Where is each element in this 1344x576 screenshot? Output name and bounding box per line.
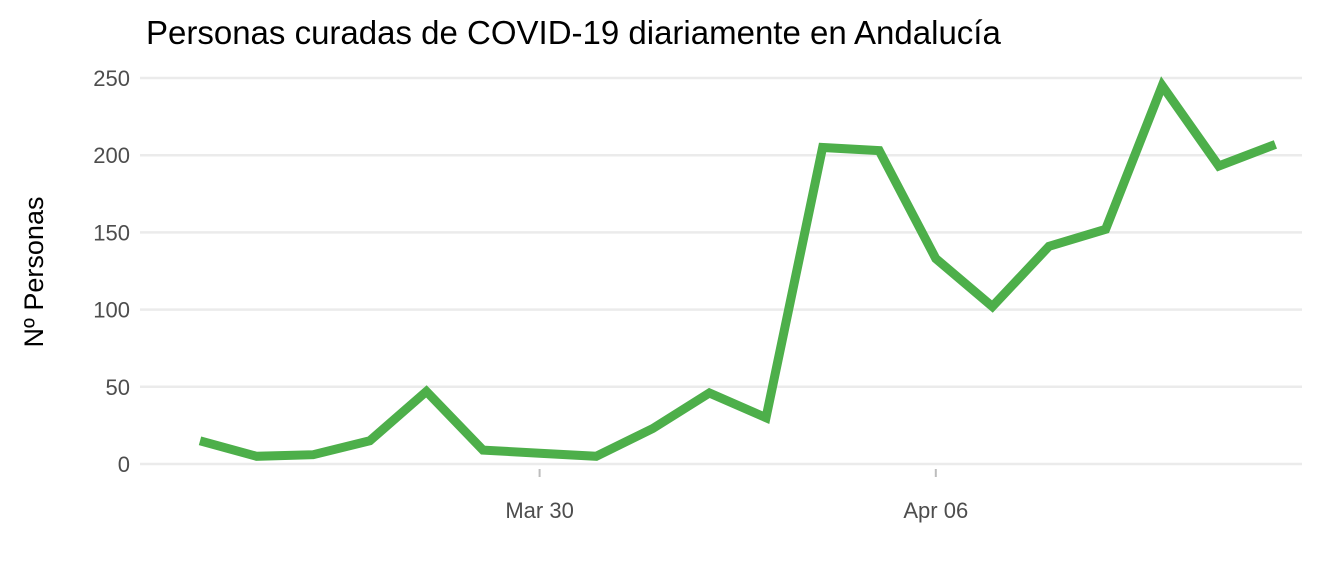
y-tick-label: 250 — [93, 66, 130, 91]
x-axis: Mar 30 Apr 06 — [505, 469, 968, 523]
chart-title: Personas curadas de COVID-19 diariamente… — [146, 14, 1001, 51]
y-axis: 0 50 100 150 200 250 — [93, 66, 130, 477]
y-tick-label: 0 — [118, 452, 130, 477]
series-line — [198, 76, 1278, 461]
y-axis-label: Nº Personas — [19, 197, 49, 348]
y-tick-label: 150 — [93, 220, 130, 245]
x-tick-label: Mar 30 — [505, 498, 573, 523]
series-layer — [198, 76, 1278, 461]
y-tick-label: 100 — [93, 298, 130, 323]
gridlines — [140, 76, 1302, 466]
y-tick-label: 200 — [93, 143, 130, 168]
x-tick-label: Apr 06 — [903, 498, 968, 523]
y-tick-label: 50 — [106, 375, 130, 400]
